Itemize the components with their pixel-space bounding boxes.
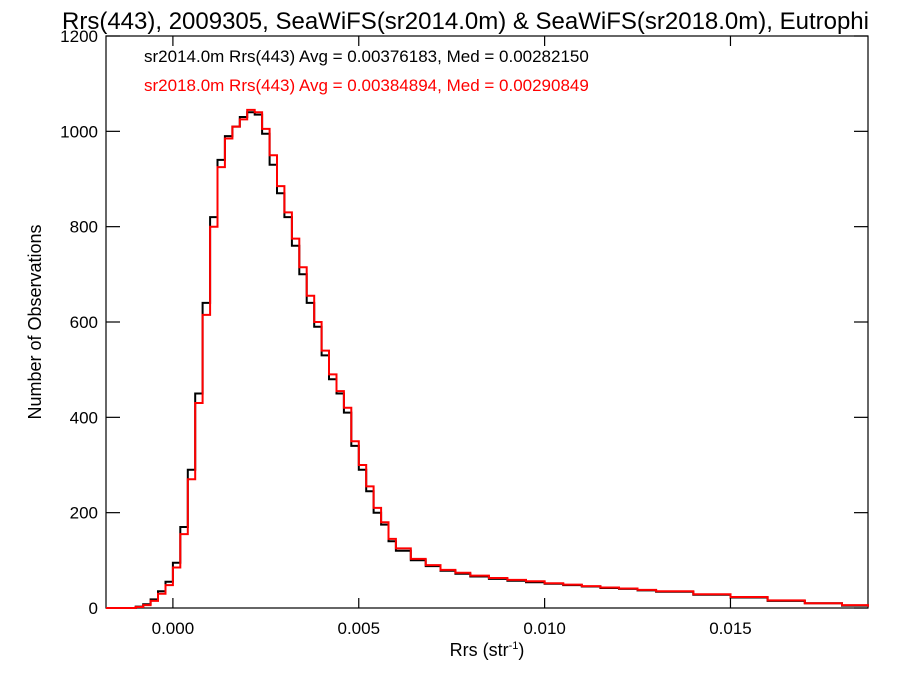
- x-tick-label: 0.000: [152, 619, 195, 638]
- x-axis-ticks: 0.000 0.005 0.010 0.015: [152, 36, 752, 638]
- x-axis-title: Rrs (str-1): [450, 640, 525, 660]
- legend-entry-sr2014: sr2014.0m Rrs(443) Avg = 0.00376183, Med…: [144, 47, 589, 66]
- x-axis-title-superscript: -1: [509, 640, 519, 652]
- y-axis-ticks: 0 200 400 600 800 1000 1200: [60, 27, 868, 618]
- y-tick-label: 1200: [60, 27, 98, 46]
- series-line-sr2014: [106, 111, 869, 609]
- series-layer: [106, 108, 869, 609]
- x-tick-label: 0.010: [523, 619, 566, 638]
- y-tick-label: 800: [70, 218, 98, 237]
- y-tick-label: 0: [89, 599, 98, 618]
- series-line-sr2018: [106, 108, 869, 609]
- legend-entry-sr2018: sr2018.0m Rrs(443) Avg = 0.00384894, Med…: [144, 76, 589, 95]
- x-tick-label: 0.005: [337, 619, 380, 638]
- y-axis-title: Number of Observations: [25, 224, 45, 419]
- x-axis-title-end: ): [518, 640, 524, 660]
- plot-frame: [105, 35, 869, 609]
- y-tick-label: 1000: [60, 122, 98, 141]
- chart-title: Rrs(443), 2009305, SeaWiFS(sr2014.0m) & …: [62, 8, 869, 35]
- y-tick-label: 400: [70, 408, 98, 427]
- x-tick-label: 0.015: [709, 619, 752, 638]
- x-axis-title-main: Rrs (str: [450, 640, 509, 660]
- y-tick-label: 200: [70, 504, 98, 523]
- y-tick-label: 600: [70, 313, 98, 332]
